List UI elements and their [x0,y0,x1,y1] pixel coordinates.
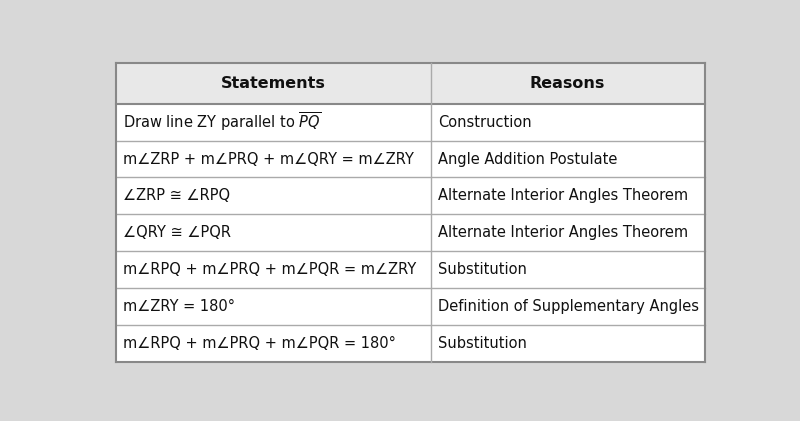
Text: Alternate Interior Angles Theorem: Alternate Interior Angles Theorem [438,188,688,203]
Text: Angle Addition Postulate: Angle Addition Postulate [438,152,618,167]
Text: m∠ZRP + m∠PRQ + m∠QRY = m∠ZRY: m∠ZRP + m∠PRQ + m∠QRY = m∠ZRY [123,152,414,167]
Text: Draw line ZY parallel to $\overline{PQ}$: Draw line ZY parallel to $\overline{PQ}$ [123,111,321,133]
Text: Statements: Statements [221,76,326,91]
Text: Substitution: Substitution [438,336,527,351]
Text: Substitution: Substitution [438,262,527,277]
Bar [115,64,705,104]
Text: m∠RPQ + m∠PRQ + m∠PQR = m∠ZRY: m∠RPQ + m∠PRQ + m∠PQR = m∠ZRY [123,262,416,277]
Text: Alternate Interior Angles Theorem: Alternate Interior Angles Theorem [438,225,688,240]
Text: ∠ZRP ≅ ∠RPQ: ∠ZRP ≅ ∠RPQ [123,188,230,203]
Text: m∠ZRY = 180°: m∠ZRY = 180° [123,299,235,314]
Text: Definition of Supplementary Angles: Definition of Supplementary Angles [438,299,699,314]
Text: ∠QRY ≅ ∠PQR: ∠QRY ≅ ∠PQR [123,225,231,240]
Text: Construction: Construction [438,115,532,130]
Text: Reasons: Reasons [530,76,606,91]
Text: m∠RPQ + m∠PRQ + m∠PQR = 180°: m∠RPQ + m∠PRQ + m∠PQR = 180° [123,336,396,351]
